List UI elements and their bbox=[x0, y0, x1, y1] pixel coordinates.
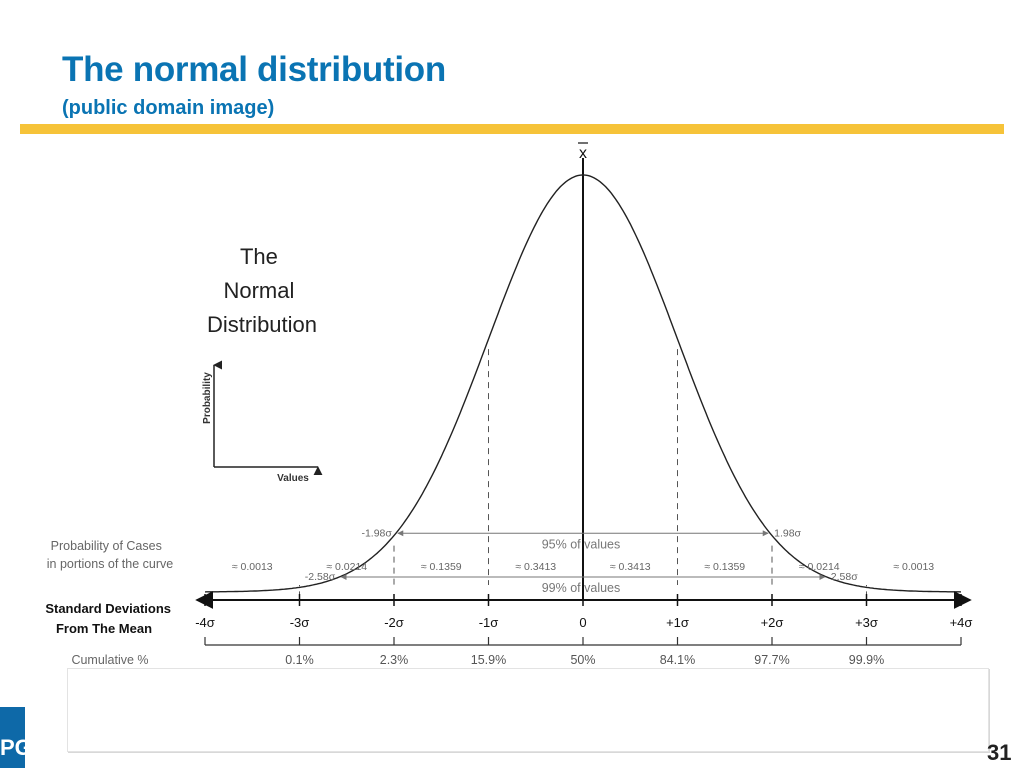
company-logo: PG bbox=[0, 707, 25, 768]
cumulative-label: 0.1% bbox=[285, 653, 314, 667]
portion-label: ≈ 0.1359 bbox=[421, 561, 462, 573]
portion-label: ≈ 0.3413 bbox=[610, 561, 651, 573]
interval-label: 95% of values bbox=[542, 537, 621, 551]
footer-panel bbox=[67, 668, 989, 752]
sd-tick-label: -3σ bbox=[290, 615, 310, 630]
sd-row-label: Standard Deviations From The Mean bbox=[45, 601, 174, 636]
title-underline bbox=[20, 124, 1004, 134]
interval-low-label: -1.98σ bbox=[361, 527, 392, 539]
chart-title-line: The bbox=[240, 244, 278, 269]
portion-label: ≈ 0.0013 bbox=[232, 561, 273, 573]
cumulative-row-label: Cumulative % bbox=[71, 653, 148, 667]
interval-low-label: -2.58σ bbox=[305, 571, 336, 583]
sd-tick-label: +3σ bbox=[855, 615, 878, 630]
cumulative-label: 15.9% bbox=[471, 653, 506, 667]
cumulative-label: 2.3% bbox=[380, 653, 409, 667]
normal-curve bbox=[204, 174, 962, 593]
cumulative-label: 50% bbox=[570, 653, 595, 667]
cumulative-label: 99.9% bbox=[849, 653, 884, 667]
row-label-line: Probability of Cases bbox=[51, 539, 162, 553]
interval-high-label: 1.98σ bbox=[774, 527, 801, 539]
portion-label: ≈ 0.1359 bbox=[704, 561, 745, 573]
row-label-line: in portions of the curve bbox=[47, 557, 174, 571]
chart-title-line: Normal bbox=[223, 278, 294, 303]
inset-ylabel: Probability bbox=[202, 372, 213, 424]
sd-tick-label: +1σ bbox=[666, 615, 689, 630]
inset-xlabel: Values bbox=[277, 473, 309, 484]
portion-label: ≈ 0.0214 bbox=[326, 561, 367, 573]
row-label-line: Standard Deviations bbox=[45, 601, 171, 616]
portion-label: ≈ 0.3413 bbox=[515, 561, 556, 573]
sd-tick-label: -1σ bbox=[479, 615, 499, 630]
page-number: 31 bbox=[987, 740, 1012, 765]
inset-axes: Probability Values bbox=[202, 360, 323, 484]
mean-label: x bbox=[579, 145, 587, 162]
interval-label: 99% of values bbox=[542, 581, 621, 595]
portion-label: ≈ 0.0214 bbox=[799, 561, 840, 573]
sd-tick-label: -4σ bbox=[195, 615, 215, 630]
sd-tick-label: +4σ bbox=[950, 615, 973, 630]
slide-title: The normal distribution bbox=[62, 50, 446, 89]
chart-title-line: Distribution bbox=[207, 312, 317, 337]
sd-tick-label: -2σ bbox=[384, 615, 404, 630]
interval-high-label: 2.58σ bbox=[831, 571, 858, 583]
cumulative-label: 97.7% bbox=[754, 653, 789, 667]
probability-row-label: Probability of Cases in portions of the … bbox=[47, 539, 174, 571]
sd-tick-label: 0 bbox=[579, 615, 586, 630]
row-label-line: From The Mean bbox=[56, 621, 152, 636]
logo-text: PG bbox=[0, 735, 25, 760]
slide-subtitle: (public domain image) bbox=[62, 97, 275, 119]
sd-tick-label: +2σ bbox=[761, 615, 784, 630]
portion-label: ≈ 0.0013 bbox=[893, 561, 934, 573]
cumulative-label: 84.1% bbox=[660, 653, 695, 667]
chart-title: The Normal Distribution bbox=[207, 244, 317, 337]
